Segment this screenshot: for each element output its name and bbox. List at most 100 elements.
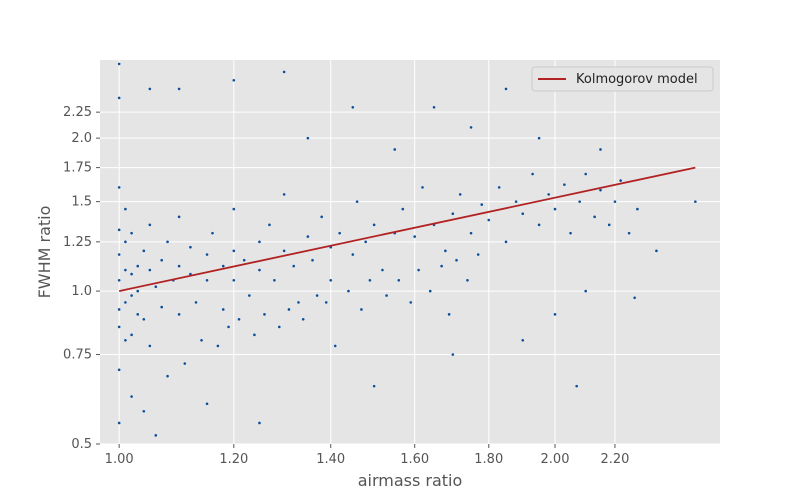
scatter-point [397, 279, 401, 282]
scatter-point [521, 212, 525, 216]
scatter-point [117, 253, 121, 256]
x-tick-label: 1.40 [316, 452, 345, 467]
scatter-point [148, 223, 152, 227]
scatter-point [258, 240, 261, 244]
scatter-point [413, 235, 417, 238]
scatter-point [417, 268, 420, 272]
scatter-point [329, 279, 333, 282]
scatter-point [476, 253, 480, 256]
scatter-point [124, 207, 127, 211]
scatter-point [360, 308, 363, 311]
scatter-point [655, 249, 658, 253]
scatter-point [237, 317, 241, 321]
scatter-point [273, 279, 276, 282]
scatter-point [368, 279, 372, 282]
scatter-point [599, 188, 602, 192]
scatter-point [315, 294, 319, 297]
scatter-point [232, 207, 236, 211]
scatter-point [553, 207, 557, 211]
legend-box [531, 66, 714, 92]
scatter-point [160, 258, 163, 262]
scatter-point [117, 325, 121, 329]
y-axis-label: FWHM ratio [35, 206, 54, 299]
scatter-point [292, 264, 296, 268]
scatter-point [514, 200, 518, 203]
scatter-point [258, 268, 261, 272]
scatter-point [381, 268, 384, 272]
scatter-point [130, 231, 133, 235]
model-line [118, 166, 696, 292]
scatter-point [211, 231, 214, 235]
x-tick-label: 1.60 [400, 452, 429, 467]
scatter-point [124, 240, 127, 244]
scatter-point [268, 223, 271, 227]
scatter-point [117, 279, 121, 282]
scatter-point [242, 258, 246, 262]
scatter-point [136, 313, 140, 316]
scatter-point [584, 289, 587, 293]
scatter-point [311, 258, 314, 262]
scatter-point [347, 289, 350, 293]
x-axis-ticks: 1.00 1.20 1.40 1.60 1.80 2.00 2.20 [105, 444, 629, 467]
scatter-point [584, 172, 587, 176]
scatter-point [537, 136, 541, 140]
scatter-point [130, 333, 133, 337]
y-tick-label: 1.75 [63, 161, 92, 176]
scatter-point [277, 325, 281, 329]
scatter-point [338, 231, 341, 235]
scatter-point [306, 136, 310, 140]
scatter-point [136, 264, 140, 268]
scatter-point [428, 289, 432, 293]
scatter-point [504, 87, 508, 91]
scatter-point [487, 218, 491, 222]
scatter-point [282, 70, 286, 74]
scatter-point [504, 240, 508, 244]
y-tick-label: 1.0 [71, 284, 92, 299]
legend-label: Kolmogorov model [576, 72, 698, 87]
scatter-point [333, 344, 337, 348]
scatter-point [124, 301, 127, 304]
scatter-point [469, 126, 473, 129]
scatter-point [177, 313, 181, 316]
scatter-point [117, 228, 121, 232]
scatter-point [160, 305, 163, 309]
scatter-point [469, 231, 473, 235]
scatter-point [351, 106, 355, 109]
scatter-point [232, 249, 236, 253]
scatter-point [563, 183, 566, 186]
scatter-point [578, 200, 581, 203]
scatter-point [451, 212, 455, 216]
x-axis-label: airmass ratio [358, 471, 463, 490]
scatter-point [142, 317, 146, 321]
scatter-point [619, 179, 622, 182]
scatter-point [248, 294, 251, 297]
scatter-point [455, 258, 458, 262]
scatter-point [497, 186, 501, 189]
scatter-point [253, 333, 256, 337]
scatter-point [466, 279, 469, 282]
scatter-point [444, 249, 447, 253]
scatter-point [569, 231, 572, 235]
scatter-point [130, 294, 133, 297]
scatter-point [409, 301, 413, 304]
scatter-point [694, 200, 697, 203]
scatter-point [232, 78, 236, 82]
scatter-point [205, 402, 209, 406]
scatter-point [607, 223, 611, 227]
x-tick-label: 1.00 [105, 452, 134, 467]
plot-area [100, 60, 720, 444]
scatter-point [205, 253, 209, 256]
x-tick-label: 1.80 [474, 452, 503, 467]
scatter-point [117, 186, 121, 189]
scatter-point [432, 106, 436, 109]
scatter-point [232, 279, 236, 282]
scatter-point [301, 317, 305, 321]
scatter-point [324, 301, 328, 304]
scatter-point [531, 172, 534, 176]
scatter-point [216, 344, 220, 348]
scatter-point [177, 215, 181, 219]
scatter-point [440, 264, 443, 268]
scatter-point [372, 384, 376, 388]
scatter-point [351, 253, 355, 256]
